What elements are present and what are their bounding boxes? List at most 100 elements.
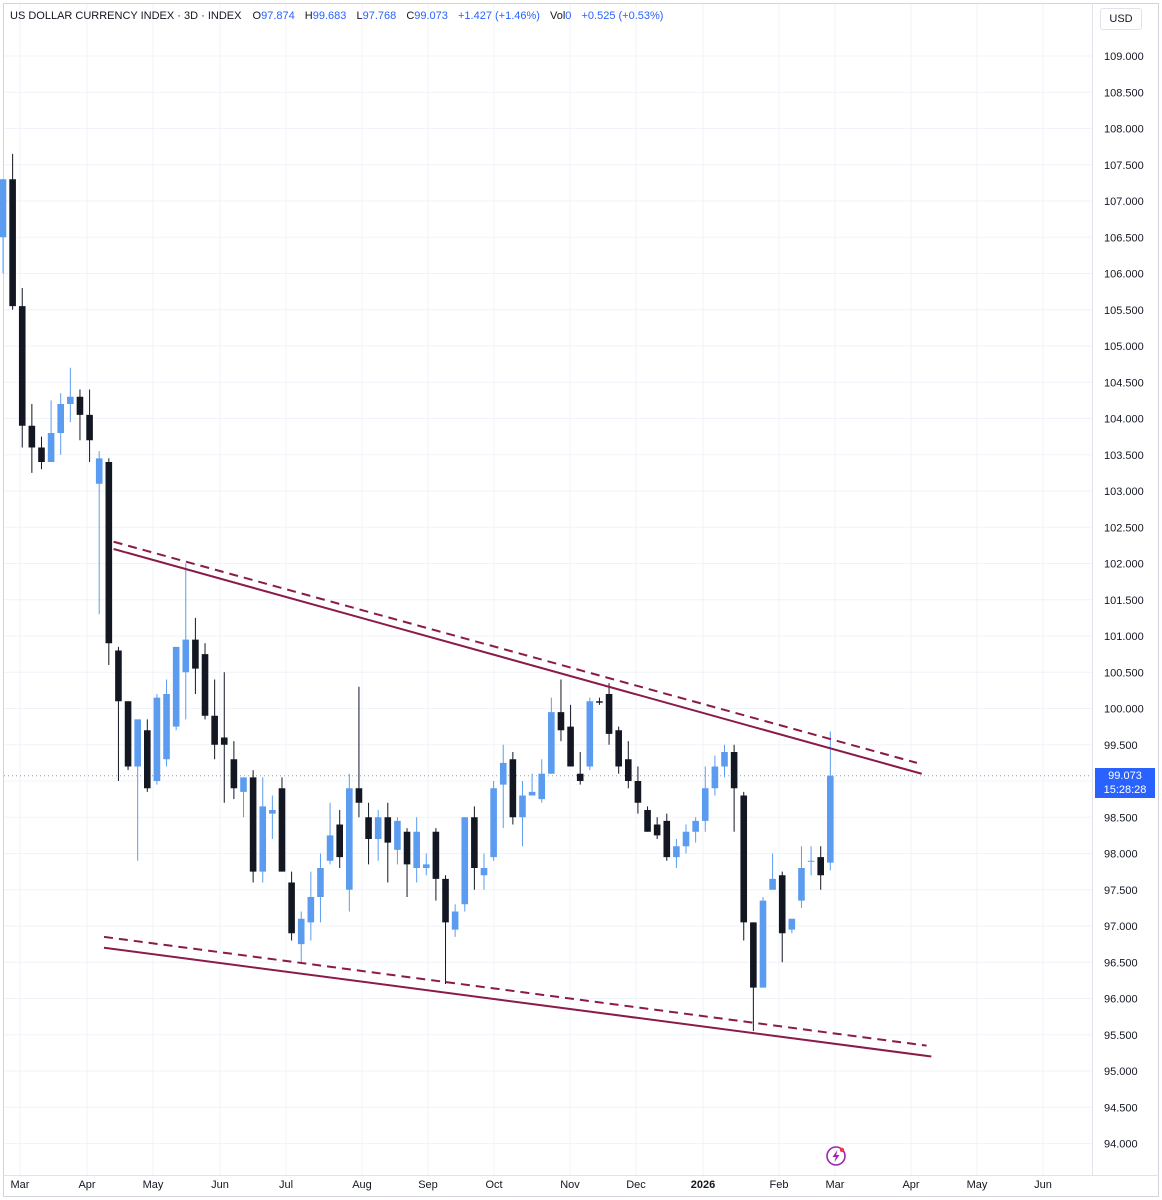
candle[interactable] — [528, 773, 536, 796]
candle[interactable] — [153, 694, 161, 785]
candle[interactable] — [644, 806, 651, 832]
candle[interactable] — [673, 839, 680, 868]
trendline[interactable] — [103, 946, 932, 1058]
candle[interactable] — [711, 755, 719, 796]
candle[interactable] — [692, 817, 699, 843]
candle[interactable] — [442, 875, 449, 984]
candle[interactable] — [269, 795, 276, 840]
candle[interactable] — [451, 904, 459, 937]
candle[interactable] — [827, 731, 834, 871]
candle[interactable] — [182, 563, 190, 720]
candle[interactable] — [576, 752, 584, 785]
candle[interactable] — [403, 828, 411, 897]
candle[interactable] — [788, 918, 796, 934]
candle[interactable] — [548, 697, 555, 774]
candle[interactable] — [365, 802, 372, 865]
candle[interactable] — [105, 458, 113, 665]
candle[interactable] — [807, 846, 815, 876]
candle[interactable] — [509, 752, 517, 825]
lightning-bolt-icon[interactable] — [825, 1145, 847, 1167]
candle[interactable] — [778, 871, 786, 963]
candle[interactable] — [278, 777, 286, 872]
candle[interactable] — [557, 679, 565, 742]
candle[interactable] — [750, 922, 757, 1032]
candle[interactable] — [499, 744, 507, 829]
candle[interactable] — [95, 451, 103, 615]
candle-body — [778, 875, 786, 934]
candle[interactable] — [759, 897, 767, 988]
candle[interactable] — [192, 617, 199, 694]
candle[interactable] — [144, 719, 151, 792]
candle[interactable] — [47, 400, 55, 462]
candle[interactable] — [0, 179, 7, 274]
candle[interactable] — [394, 817, 401, 865]
candle[interactable] — [201, 643, 209, 720]
candle[interactable] — [422, 853, 430, 876]
candle[interactable] — [596, 697, 603, 705]
candle[interactable] — [307, 871, 315, 941]
candle[interactable] — [230, 741, 238, 800]
candle[interactable] — [67, 367, 74, 423]
candle[interactable] — [798, 846, 805, 908]
candle[interactable] — [384, 802, 392, 883]
candle[interactable] — [240, 777, 247, 818]
candle[interactable] — [326, 802, 334, 865]
candle[interactable] — [163, 679, 170, 767]
candle[interactable] — [490, 781, 497, 861]
candle-body — [163, 694, 170, 760]
candle[interactable] — [259, 777, 267, 883]
candle-body — [76, 396, 84, 415]
candle[interactable] — [682, 824, 690, 854]
candle[interactable] — [317, 853, 324, 923]
candle[interactable] — [38, 436, 45, 470]
candle[interactable] — [567, 704, 574, 767]
candle[interactable] — [432, 828, 440, 901]
candle[interactable] — [9, 153, 16, 310]
candle[interactable] — [134, 719, 141, 861]
candle[interactable] — [336, 810, 343, 868]
candle[interactable] — [730, 744, 738, 832]
candle[interactable] — [740, 791, 748, 941]
candle[interactable] — [374, 810, 382, 861]
candle[interactable] — [538, 759, 546, 803]
candle[interactable] — [346, 773, 353, 912]
candle[interactable] — [18, 288, 26, 448]
candle[interactable] — [57, 393, 65, 455]
currency-button[interactable]: USD — [1100, 8, 1142, 30]
candle[interactable] — [817, 846, 824, 890]
candle[interactable] — [769, 853, 776, 890]
candle[interactable] — [634, 766, 642, 814]
symbol-title[interactable]: US DOLLAR CURRENCY INDEX · 3D · INDEX — [10, 10, 242, 22]
dashed-trendline[interactable] — [113, 540, 918, 764]
candle[interactable] — [115, 646, 122, 781]
candle[interactable] — [297, 911, 305, 963]
candle[interactable] — [288, 871, 295, 941]
candle[interactable] — [86, 389, 93, 463]
candle[interactable] — [605, 683, 613, 745]
candle[interactable] — [211, 679, 218, 760]
candle[interactable] — [124, 701, 132, 771]
candle[interactable] — [28, 404, 36, 473]
candle[interactable] — [701, 766, 709, 832]
candle-body — [307, 897, 315, 923]
candle[interactable] — [220, 672, 228, 803]
candle[interactable] — [461, 817, 469, 912]
candle[interactable] — [663, 813, 671, 861]
candle[interactable] — [76, 389, 84, 441]
candle[interactable] — [355, 686, 363, 818]
candle[interactable] — [721, 744, 728, 778]
candle[interactable] — [625, 741, 632, 789]
trendline[interactable] — [113, 548, 922, 775]
candle[interactable] — [413, 817, 420, 883]
candle[interactable] — [249, 770, 257, 883]
candle[interactable] — [586, 697, 594, 771]
dashed-trendline[interactable] — [103, 935, 927, 1047]
candle[interactable] — [480, 853, 488, 890]
candle[interactable] — [172, 646, 180, 731]
candle[interactable] — [519, 781, 526, 847]
x-tick-label: Sep — [418, 1179, 438, 1191]
candle[interactable] — [615, 726, 622, 774]
candle[interactable] — [471, 806, 478, 890]
candle[interactable] — [653, 817, 661, 839]
